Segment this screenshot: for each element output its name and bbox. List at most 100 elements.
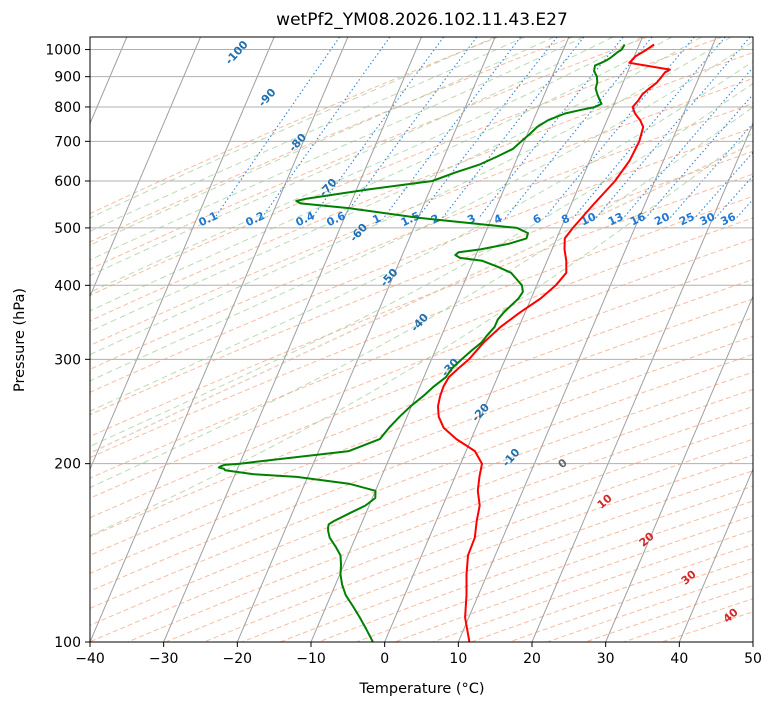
mixing-ratio-label: 8 [559,212,571,227]
mixing-ratio-line [311,37,445,219]
y-tick-label: 400 [54,278,81,294]
moist-adiabat [90,60,753,412]
isotherm-line [678,467,753,642]
mixing-ratio-line [644,93,753,219]
x-tick-label: −20 [223,651,253,667]
y-tick-label: 600 [54,174,81,190]
moist-adiabat [90,131,753,537]
dry-adiabat [90,127,753,393]
chart-title: wetPf2_YM08.2026.102.11.43.E27 [276,10,568,30]
moist-adiabat [90,41,753,382]
dry-adiabat [127,405,753,642]
dry-adiabat [90,102,753,370]
profile-series [217,43,671,642]
x-tick-label: −40 [75,651,105,667]
dry-adiabat [90,371,753,626]
x-axis-title: Temperature (°C) [358,681,484,697]
moist-adiabat [90,37,614,277]
moist-adiabat [90,82,753,447]
mixing-ratio-line [213,37,341,219]
mixing-ratio-line [714,175,753,219]
isotherm-line [752,640,753,642]
dry-adiabat [90,37,723,296]
x-tick-label: 30 [597,651,615,667]
moist-adiabat [90,37,702,332]
isotherm-line [605,295,753,642]
isotherm-line [163,37,422,642]
dry-adiabat [318,485,753,642]
adiabat-label: -90 [256,86,279,110]
dry-adiabat [585,584,753,642]
moist-adiabat [90,37,496,219]
mixing-ratio-label: 1 [370,212,382,227]
x-tick-label: 40 [670,651,688,667]
grid-lines [90,37,753,642]
dry-adiabat [90,195,753,459]
mixing-ratio-label: 0.4 [294,209,317,229]
y-tick-label: 800 [54,100,81,116]
isotherm-line [384,37,643,642]
dewpoint-profile-line [217,44,626,642]
mixing-ratio-label: 25 [677,210,696,228]
mixing-ratio-line [441,37,585,219]
mixing-ratio-label: 0.2 [244,209,267,229]
y-tick-label: 500 [54,221,81,237]
moist-adiabat [90,37,732,356]
isotherm-line [457,37,717,642]
moist-adiabat [90,106,753,489]
moist-adiabat [90,37,584,261]
temperature-profile-line [437,43,671,642]
adiabat-label: -20 [469,401,492,425]
adiabat-label: -60 [347,221,370,245]
dry-adiabat [241,454,753,642]
mixing-ratio-line [595,37,751,219]
dry-adiabat [90,150,753,416]
mixing-ratio-label: 6 [531,212,544,227]
plot-frame [89,36,754,643]
dry-adiabat [165,422,753,642]
mixing-ratio-line [504,37,653,219]
dry-adiabat [394,515,753,642]
dry-adiabat [90,298,753,556]
dry-adiabat [432,529,753,642]
y-tick-label: 1000 [45,43,81,59]
dry-adiabat [470,543,753,642]
dry-adiabat [90,217,753,479]
dry-adiabat [90,258,753,519]
y-tick-label: 100 [54,635,81,651]
x-tick-label: −30 [149,651,179,667]
background-lines [90,37,753,642]
reference-curve [90,142,753,454]
mixing-ratio-label: 30 [698,210,718,228]
mixing-ratio-label: 13 [606,210,625,228]
dry-adiabat [90,335,753,592]
isotherm-line [90,37,349,642]
y-tick-label: 200 [54,457,81,473]
mixing-ratio-label: 36 [719,210,739,228]
dry-adiabat [356,500,753,642]
dry-adiabat [90,388,753,642]
reference-labels: -100-90-80-70-60-50-40-30-20-100.1 0.2 0.4… [197,38,741,626]
mixing-ratio-label: 4 [492,212,505,227]
moist-adiabat [90,37,555,246]
adiabat-label: -40 [408,311,431,335]
x-tick-label: 20 [523,651,541,667]
dry-adiabat [90,317,753,574]
x-tick-label: 0 [380,651,389,667]
x-tick-label: −10 [296,651,326,667]
moist-adiabat [90,37,525,232]
y-axis-title: Pressure (hPa) [12,288,28,392]
isotherm-line [90,37,201,298]
isotherm-label: 10 [595,491,615,511]
isotherm-line [236,37,496,642]
adiabat-label: -10 [500,446,523,470]
mixing-ratio-line [477,37,624,219]
dry-adiabat [90,37,573,243]
moist-adiabat [90,37,643,293]
mixing-ratio-line [543,37,695,219]
dry-adiabat [90,51,753,322]
isotherm-line [531,122,753,642]
y-tick-label: 900 [54,70,81,86]
adiabat-label: -100 [223,38,251,67]
dry-adiabat [90,173,753,438]
